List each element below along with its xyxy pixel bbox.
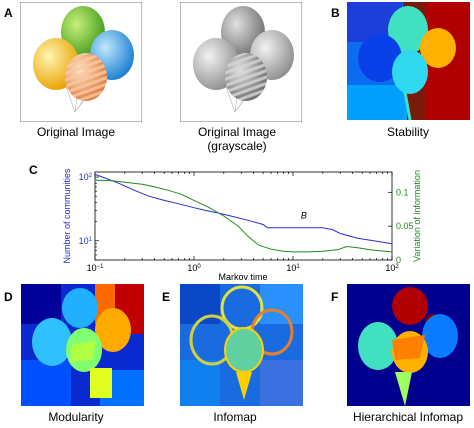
y-left-tick-label-1: 102 [79,172,93,182]
y-axis-label-right: Variation of information [412,170,422,262]
panel-letter-a: A [4,6,13,20]
panel-letter-d: D [4,290,13,304]
x-tick-label-2: 101 [286,263,300,273]
modularity-segmentation-image [21,284,144,406]
caption-original-grayscale-line2: (grayscale) [207,139,267,153]
caption-modularity: Modularity [48,410,104,424]
x-tick-label-3: 102 [385,263,399,273]
infomap-segmentation-image [180,284,303,406]
axis-ticks [94,172,393,261]
y-right-tick-label-1: 0.05 [396,221,414,231]
series-variation-of-information [94,179,393,253]
panel-letter-e: E [162,290,171,304]
stability-segmentation-image [347,2,470,120]
x-tick-label-0: 10−1 [87,263,105,273]
y-left-tick-label-0: 101 [79,236,93,246]
caption-hierarchical-infomap: Hierarchical Infomap [352,410,464,424]
series-number-of-communities [94,173,393,245]
plot-frame [94,171,393,261]
hierarchical-infomap-segmentation-image [347,284,470,406]
panel-letter-c: C [29,163,38,177]
panel-letter-f: F [331,290,339,304]
caption-original-image: Original Image [36,125,116,139]
x-tick-label-1: 100 [187,263,201,273]
y-right-tick-label-0: 0 [396,255,401,265]
y-right-tick-label-2: 0.1 [396,187,409,197]
annotation-b: B [301,211,307,221]
balloons-grayscale-image [180,2,302,122]
caption-original-grayscale-line1: Original Image [197,125,277,139]
panel-letter-b: B [331,6,340,20]
y-axis-label-left: Number of communities [62,168,72,264]
balloons-color-image [20,2,142,122]
x-axis-label: Markov time [218,272,267,282]
caption-stability: Stability [386,125,430,139]
caption-infomap: Infomap [213,410,257,424]
